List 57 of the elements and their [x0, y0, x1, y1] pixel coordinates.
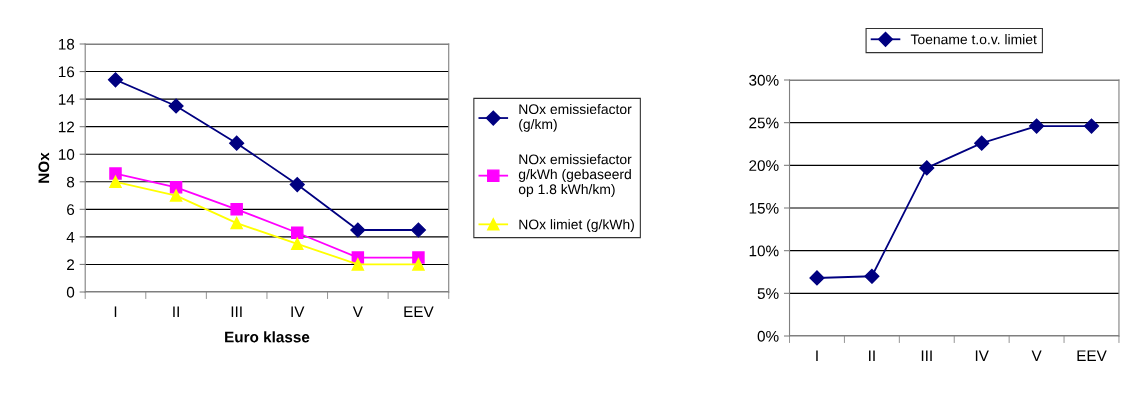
x-tick-label: I	[114, 306, 117, 317]
point	[351, 258, 365, 271]
y-tick-label: 15%	[749, 202, 779, 214]
point	[230, 216, 243, 230]
legend-label: NOx emissiefactor g/kWh (gebaseerd op 1.8 kWh/km)	[518, 154, 632, 197]
y-tick-label: 0	[66, 286, 75, 298]
point	[230, 203, 243, 216]
y-tick-label: 2	[67, 259, 75, 270]
point	[1029, 118, 1045, 134]
y-tick-label: 20%	[749, 160, 779, 172]
point	[169, 189, 183, 202]
point	[107, 72, 124, 88]
x-tick-label: III	[921, 350, 932, 361]
y-tick-label: 30%	[749, 74, 779, 86]
y-tick-label: 10	[58, 149, 75, 160]
point	[291, 226, 304, 240]
y-tick-label: 6	[67, 204, 75, 216]
legend-label: NOx emissiefactor (g/km)	[519, 103, 632, 132]
y-tick-label: 8	[66, 176, 75, 188]
point	[109, 175, 122, 189]
point	[410, 222, 426, 238]
x-tick-label: IV	[975, 350, 989, 361]
y-axis-title: NOx	[38, 152, 50, 183]
y-tick-label: 12	[58, 121, 75, 133]
point	[809, 270, 825, 286]
point	[350, 222, 366, 238]
y-tick-label: 4	[66, 231, 75, 243]
point	[919, 160, 935, 176]
x-tick-label: EEV	[404, 306, 434, 317]
point	[412, 258, 425, 271]
x-tick-label: V	[352, 306, 363, 317]
point	[864, 268, 880, 284]
x-tick-label: EEV	[1077, 350, 1107, 361]
y-tick-label: 18	[58, 38, 75, 50]
y-tick-label: 14	[58, 94, 75, 105]
x-tick-label: II	[869, 350, 875, 361]
point	[168, 98, 184, 114]
y-tick-label: 10%	[749, 245, 779, 257]
x-axis-title: Euro klasse	[225, 331, 310, 343]
x-tick-label: V	[1031, 350, 1042, 361]
y-tick-label: 25%	[749, 117, 779, 129]
x-tick-label: II	[173, 306, 179, 317]
y-tick-label: 16	[58, 66, 75, 78]
point	[291, 237, 304, 251]
point	[289, 176, 305, 193]
point	[229, 135, 245, 151]
point	[169, 181, 183, 194]
point	[1083, 118, 1100, 134]
x-tick-label: III	[231, 306, 242, 317]
y-tick-label: 0%	[757, 330, 779, 342]
point	[109, 167, 122, 180]
x-tick-label: I	[816, 350, 818, 361]
y-tick-label: 5%	[757, 288, 779, 300]
legend-label: Toename t.o.v. limiet	[910, 34, 1037, 45]
x-tick-label: IV	[291, 306, 305, 317]
point	[974, 135, 990, 151]
legend-label: NOx limiet (g/kWh)	[519, 219, 634, 233]
